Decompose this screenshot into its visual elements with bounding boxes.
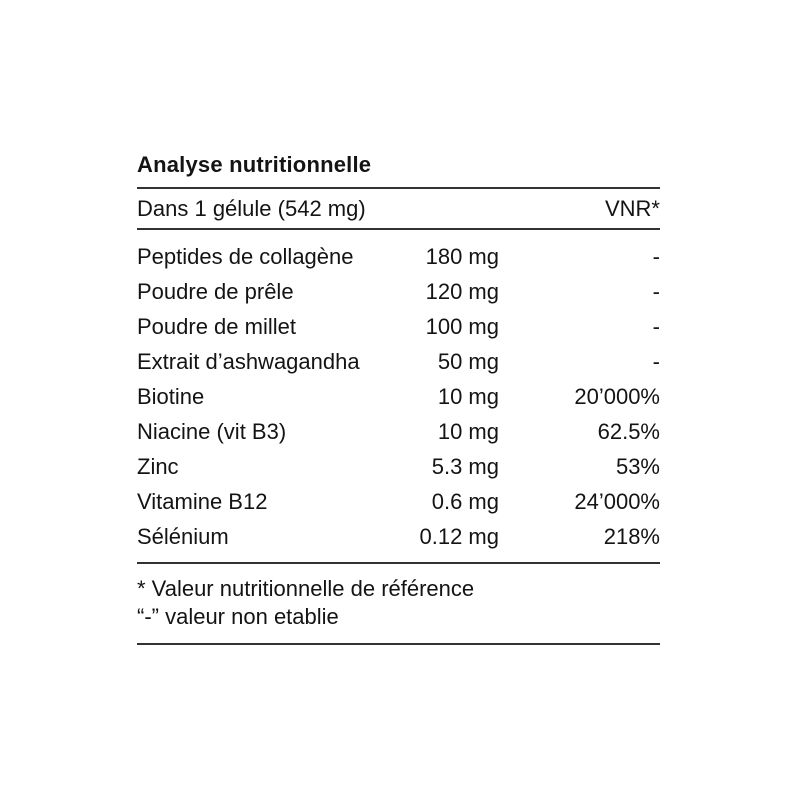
- ingredient-amount: 10 mg: [437, 418, 499, 444]
- divider-under-title: [137, 187, 660, 189]
- ingredient-amount: 0.6 mg: [431, 488, 499, 514]
- ingredient-amount: 120 mg: [425, 278, 499, 304]
- ingredient-name: Poudre de prêle: [137, 278, 294, 304]
- ingredient-name: Extrait d’ashwagandha: [137, 348, 360, 374]
- table-row: Zinc 5.3 mg 53%: [137, 449, 660, 484]
- footnote-dash-meaning: “-” valeur non etablie: [137, 604, 339, 629]
- ingredient-vnr: 20’000%: [574, 383, 660, 409]
- ingredient-vnr: 218%: [603, 523, 660, 549]
- ingredient-amount: 5.3 mg: [431, 453, 499, 479]
- ingredient-name: Zinc: [137, 453, 179, 479]
- ingredient-amount: 0.12 mg: [419, 523, 500, 549]
- nutrition-title: Analyse nutritionnelle: [137, 152, 372, 177]
- table-row: Vitamine B12 0.6 mg 24’000%: [137, 484, 660, 519]
- table-body: Peptides de collagène 180 mg - Poudre de…: [137, 230, 660, 554]
- ingredient-vnr: -: [652, 313, 660, 339]
- footnote-reference-value: * Valeur nutritionnelle de référence: [137, 576, 475, 601]
- ingredient-name: Poudre de millet: [137, 313, 296, 339]
- ingredient-vnr: 24’000%: [574, 488, 660, 514]
- table-row: Peptides de collagène 180 mg -: [137, 239, 660, 274]
- vnr-column-header: VNR*: [604, 195, 660, 221]
- ingredient-vnr: 62.5%: [597, 418, 660, 444]
- table-row: Niacine (vit B3) 10 mg 62.5%: [137, 414, 660, 449]
- ingredient-name: Biotine: [137, 383, 205, 409]
- ingredient-vnr: -: [652, 243, 660, 269]
- ingredient-name: Peptides de collagène: [137, 243, 354, 269]
- divider-under-header: [137, 228, 660, 230]
- ingredient-vnr: 53%: [615, 453, 660, 479]
- ingredient-amount: 50 mg: [437, 348, 499, 374]
- nutrition-facts-panel: Analyse nutritionnelle Dans 1 gélule (54…: [137, 152, 660, 645]
- table-row: Poudre de prêle 120 mg -: [137, 274, 660, 309]
- table-header-row: Dans 1 gélule (542 mg) VNR*: [137, 189, 660, 228]
- divider-bottom: [137, 643, 660, 645]
- ingredient-vnr: -: [652, 278, 660, 304]
- table-row: Extrait d’ashwagandha 50 mg -: [137, 344, 660, 379]
- ingredient-vnr: -: [652, 348, 660, 374]
- table-row: Biotine 10 mg 20’000%: [137, 379, 660, 414]
- ingredient-amount: 10 mg: [437, 383, 499, 409]
- ingredient-name: Sélénium: [137, 523, 229, 549]
- serving-size-label: Dans 1 gélule (542 mg): [137, 195, 366, 221]
- ingredient-name: Vitamine B12: [137, 488, 268, 514]
- table-row: Poudre de millet 100 mg -: [137, 309, 660, 344]
- table-row: Sélénium 0.12 mg 218%: [137, 519, 660, 554]
- ingredient-amount: 100 mg: [425, 313, 499, 339]
- divider-under-rows: [137, 562, 660, 564]
- ingredient-name: Niacine (vit B3): [137, 418, 287, 444]
- ingredient-amount: 180 mg: [425, 243, 499, 269]
